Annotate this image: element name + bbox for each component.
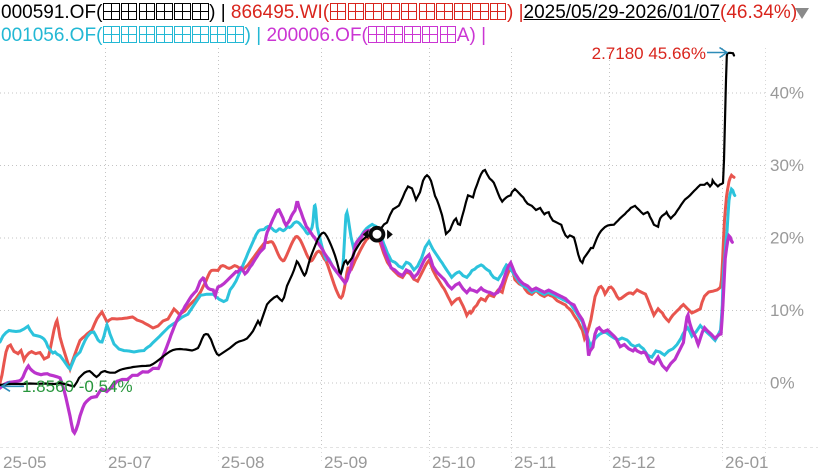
svg-text:20%: 20% <box>770 229 804 248</box>
svg-text:10%: 10% <box>770 301 804 320</box>
svg-text:0%: 0% <box>770 374 795 393</box>
svg-text:1.8560 -0.54%: 1.8560 -0.54% <box>22 377 133 396</box>
svg-text:26-01: 26-01 <box>725 453 768 472</box>
svg-text:25-11: 25-11 <box>514 453 556 472</box>
svg-text:40%: 40% <box>770 84 804 103</box>
svg-text:25-05: 25-05 <box>3 453 46 472</box>
svg-text:2.7180 45.66%: 2.7180 45.66% <box>592 44 706 63</box>
svg-text:25-09: 25-09 <box>324 453 367 472</box>
svg-text:25-07: 25-07 <box>108 453 151 472</box>
svg-text:25-08: 25-08 <box>221 453 264 472</box>
svg-text:25-12: 25-12 <box>612 453 655 472</box>
svg-text:25-10: 25-10 <box>432 453 475 472</box>
svg-text:30%: 30% <box>770 156 804 175</box>
